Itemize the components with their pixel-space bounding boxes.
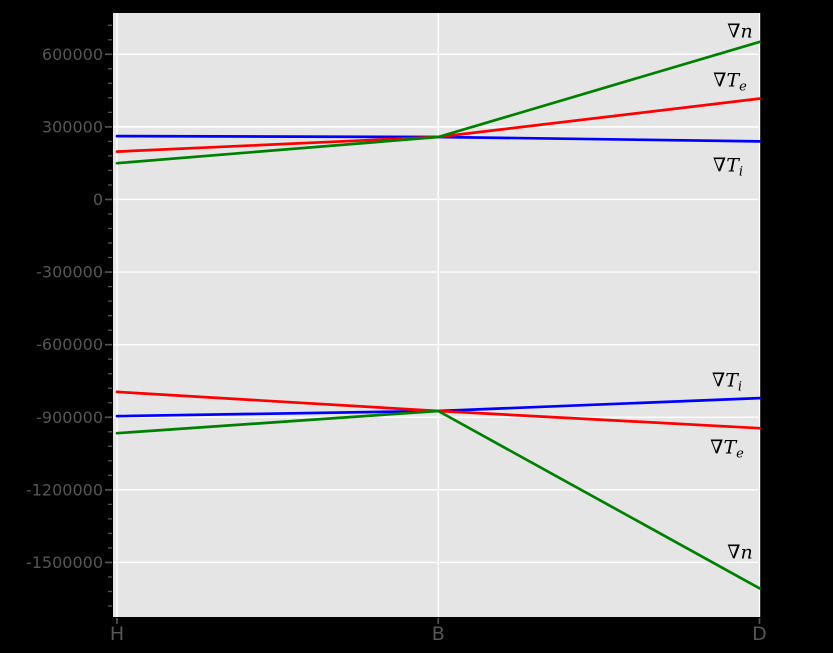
annotation-subscript: e — [736, 447, 744, 462]
series-line-grad-n-top — [115, 40, 761, 165]
nabla-glyph: ∇ — [713, 155, 726, 177]
annotation-grad-Ti: ∇Ti — [713, 155, 743, 180]
series-annotations: ∇n∇Te∇Ti∇Ti∇Te∇n — [710, 21, 753, 564]
annotation-subscript: i — [739, 165, 743, 180]
annotation-symbol: T — [723, 437, 737, 459]
nabla-glyph: ∇ — [727, 21, 740, 43]
nabla-glyph: ∇ — [710, 437, 723, 459]
gridlines — [113, 13, 761, 617]
y-tick-label: -1200000 — [26, 480, 103, 499]
series-line-grad-n-bottom — [115, 409, 761, 590]
series-lines — [115, 40, 761, 590]
annotation-symbol: T — [726, 70, 740, 92]
plot-panel — [113, 13, 760, 617]
y-tick-label: -1500000 — [26, 553, 103, 572]
y-tick-label: -600000 — [36, 335, 103, 354]
annotation-subscript: i — [738, 380, 742, 395]
annotation-symbol: n — [741, 21, 753, 43]
axis-tick-labels: 600000 300000 0 -300000 -600000 -900000 -12000… — [26, 45, 767, 645]
nabla-glyph: ∇ — [713, 70, 726, 92]
axis-ticks — [105, 24, 761, 624]
nabla-glyph: ∇ — [727, 542, 740, 564]
y-tick-label: 300000 — [42, 117, 103, 136]
x-tick-label: D — [752, 623, 767, 645]
annotation-subscript: e — [739, 80, 747, 95]
annotation-grad-n: ∇n — [727, 21, 753, 43]
y-tick-label: -900000 — [36, 408, 103, 427]
y-tick-label: 600000 — [42, 45, 103, 64]
y-tick-label: 0 — [93, 190, 103, 209]
y-tick-label: -300000 — [36, 263, 103, 282]
x-tick-label: H — [110, 623, 124, 645]
annotation-grad-n: ∇n — [727, 542, 753, 564]
annotation-grad-Ti: ∇Ti — [712, 370, 742, 395]
annotation-grad-Te: ∇Te — [710, 437, 744, 462]
x-tick-label: B — [432, 623, 445, 645]
annotation-symbol: T — [725, 370, 739, 392]
nabla-glyph: ∇ — [712, 370, 725, 392]
annotation-grad-Te: ∇Te — [713, 70, 747, 95]
annotation-symbol: n — [741, 542, 753, 564]
annotation-symbol: T — [726, 155, 740, 177]
